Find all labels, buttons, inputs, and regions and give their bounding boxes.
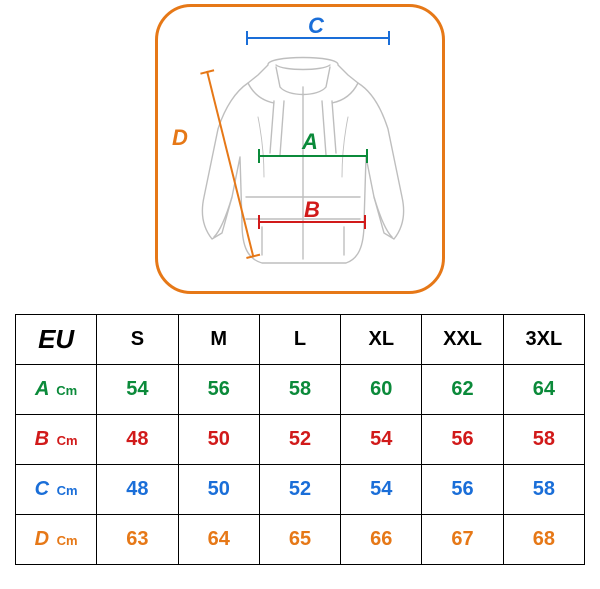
cell-b-m: 50 — [178, 415, 259, 465]
row-b: B Cm485052545658 — [16, 415, 585, 465]
cell-b-s: 48 — [97, 415, 178, 465]
header-size-m: M — [178, 315, 259, 365]
measure-label-a: A — [302, 129, 318, 155]
cell-c-m: 50 — [178, 465, 259, 515]
header-size-3xl: 3XL — [503, 315, 584, 365]
cell-a-m: 56 — [178, 365, 259, 415]
row-c: C Cm485052545658 — [16, 465, 585, 515]
measure-label-b: B — [304, 197, 320, 223]
cell-a-l: 58 — [259, 365, 340, 415]
cell-d-s: 63 — [97, 515, 178, 565]
header-size-xl: XL — [341, 315, 422, 365]
row-d: D Cm636465666768 — [16, 515, 585, 565]
row-label-c: C Cm — [16, 465, 97, 515]
cell-d-3xl: 68 — [503, 515, 584, 565]
measure-line-a — [258, 155, 368, 157]
cell-a-s: 54 — [97, 365, 178, 415]
cell-d-xxl: 67 — [422, 515, 503, 565]
row-a: A Cm545658606264 — [16, 365, 585, 415]
measure-label-c: C — [308, 13, 324, 39]
row-label-b: B Cm — [16, 415, 97, 465]
cell-b-xxl: 56 — [422, 415, 503, 465]
cell-c-l: 52 — [259, 465, 340, 515]
cell-c-s: 48 — [97, 465, 178, 515]
cell-a-xxl: 62 — [422, 365, 503, 415]
diagram-frame: C A B D — [155, 4, 445, 294]
cell-a-xl: 60 — [341, 365, 422, 415]
cell-b-xl: 54 — [341, 415, 422, 465]
row-label-d: D Cm — [16, 515, 97, 565]
cell-d-xl: 66 — [341, 515, 422, 565]
diagram-area: C A B D — [0, 0, 600, 294]
header-row: EU SMLXLXXL3XL — [16, 315, 585, 365]
jacket-sketch — [188, 47, 418, 277]
header-eu: EU — [16, 315, 97, 365]
header-size-xxl: XXL — [422, 315, 503, 365]
cell-c-3xl: 58 — [503, 465, 584, 515]
cell-c-xl: 54 — [341, 465, 422, 515]
size-chart-table: EU SMLXLXXL3XL A Cm545658606264B Cm48505… — [15, 314, 585, 565]
header-size-s: S — [97, 315, 178, 365]
header-size-l: L — [259, 315, 340, 365]
cell-d-m: 64 — [178, 515, 259, 565]
cell-c-xxl: 56 — [422, 465, 503, 515]
cell-d-l: 65 — [259, 515, 340, 565]
row-label-a: A Cm — [16, 365, 97, 415]
cell-a-3xl: 64 — [503, 365, 584, 415]
measure-label-d: D — [172, 125, 188, 151]
cell-b-l: 52 — [259, 415, 340, 465]
cell-b-3xl: 58 — [503, 415, 584, 465]
